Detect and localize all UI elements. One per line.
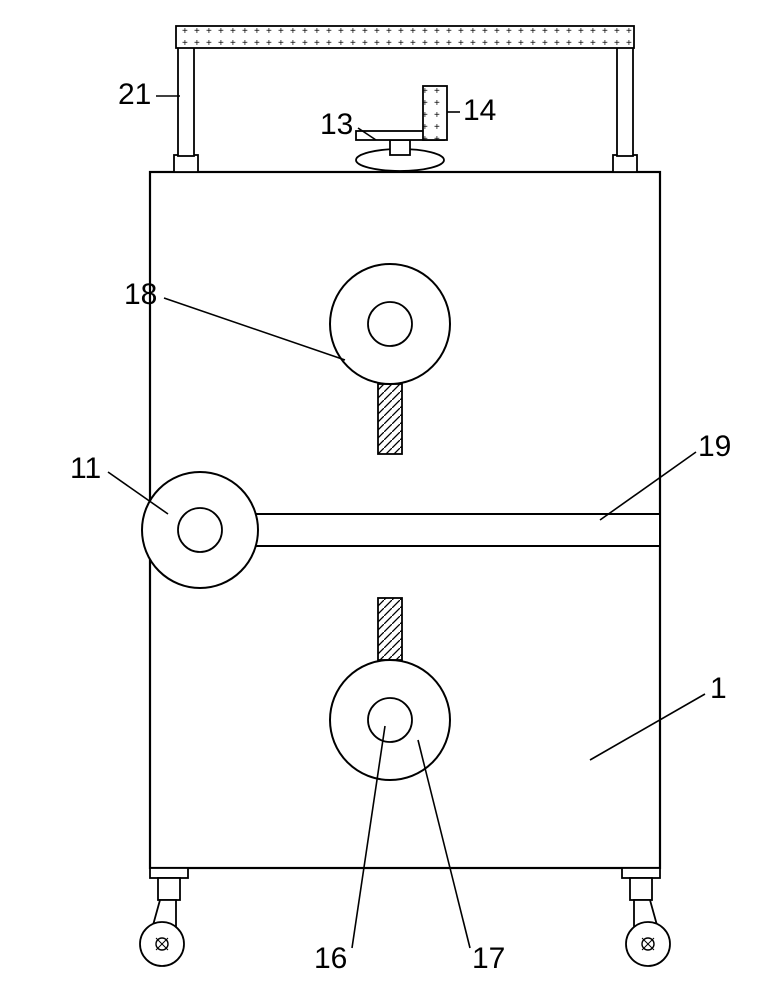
label-16: 16 bbox=[314, 942, 347, 976]
knob-bottom-shaft bbox=[378, 598, 402, 660]
label-19: 19 bbox=[698, 430, 731, 464]
label-21: 21 bbox=[118, 78, 151, 112]
knob-side bbox=[142, 472, 258, 588]
lid-assembly bbox=[356, 86, 447, 171]
diagram-stage: + bbox=[0, 0, 783, 1000]
knob-bottom-center bbox=[368, 698, 412, 742]
label-13: 13 bbox=[320, 108, 353, 142]
label-17: 17 bbox=[472, 942, 505, 976]
lid-handle bbox=[423, 86, 447, 140]
handle-grip bbox=[176, 26, 634, 48]
caster-left bbox=[140, 868, 188, 966]
label-18: 18 bbox=[124, 278, 157, 312]
diagram-svg: + bbox=[0, 0, 783, 1000]
label-14: 14 bbox=[463, 94, 496, 128]
knob-top-shaft bbox=[378, 384, 402, 454]
slot bbox=[232, 514, 660, 546]
caster-right bbox=[622, 868, 670, 966]
label-1: 1 bbox=[710, 672, 727, 706]
label-11: 11 bbox=[70, 452, 101, 486]
